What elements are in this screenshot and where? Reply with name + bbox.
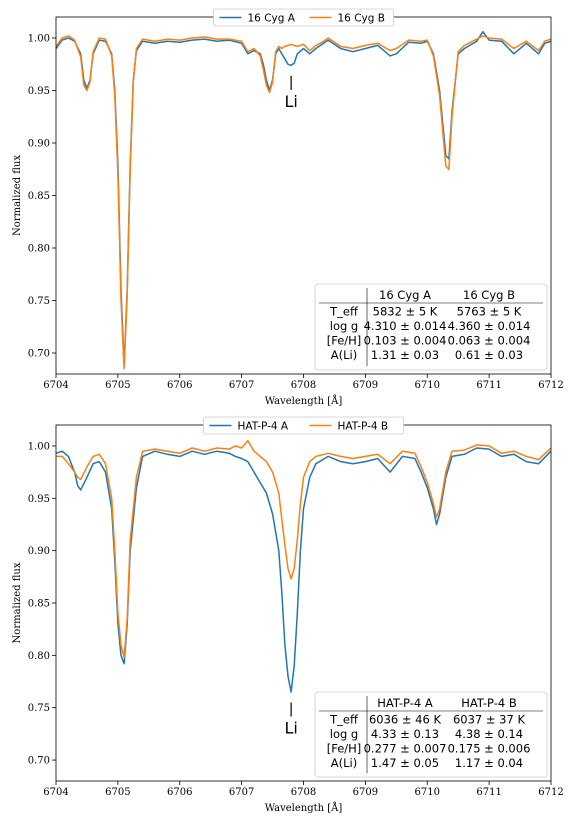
table-cell: 6037 ± 37 K: [453, 713, 526, 727]
parameter-table: HAT-P-4 A HAT-P-4 B T_eff 6036 ± 46 K 6037 ±…: [314, 691, 548, 778]
table-cell: 1.17 ± 0.04: [455, 756, 523, 770]
table-cell: log g: [330, 319, 359, 333]
legend-label-a: HAT-P-4 A: [238, 421, 289, 433]
table-cell: 4.310 ± 0.014: [364, 319, 447, 333]
y-tick-label: 1.00: [28, 441, 50, 452]
series-line-a: [56, 447, 551, 693]
x-tick-label: 6709: [353, 787, 378, 798]
x-tick-label: 6706: [167, 787, 192, 798]
table-box: [314, 283, 548, 371]
y-tick-label: 0.95: [28, 494, 50, 505]
y-tick-label: 1.00: [28, 34, 50, 45]
legend-label-a: 16 Cyg A: [248, 13, 296, 25]
table-cell: 5832 ± 5 K: [373, 305, 438, 319]
y-tick-label: 0.85: [28, 599, 50, 610]
legend-label-b: HAT-P-4 B: [338, 421, 389, 433]
table-cell: 6036 ± 46 K: [369, 713, 442, 727]
table-cell: 5763 ± 5 K: [457, 305, 522, 319]
table-header-a: HAT-P-4 A: [377, 696, 433, 710]
x-tick-label: 6705: [105, 380, 130, 391]
table-cell: 0.103 ± 0.004: [364, 334, 447, 348]
legend: HAT-P-4 A HAT-P-4 B: [203, 416, 404, 435]
table-cell: 1.31 ± 0.03: [371, 348, 439, 362]
table-cell: log g: [330, 727, 359, 741]
table-box: [314, 691, 548, 778]
y-tick-label: 0.95: [28, 86, 50, 97]
y-tick-label: 0.70: [28, 756, 50, 767]
table-cell: 4.33 ± 0.13: [371, 727, 439, 741]
y-tick-label: 0.80: [28, 651, 50, 662]
table-header-b: HAT-P-4 B: [461, 696, 517, 710]
y-axis-label: Normalized flux: [12, 562, 23, 643]
x-tick-label: 6704: [43, 380, 68, 391]
x-axis-label: Wavelength [Å]: [265, 802, 343, 814]
table-cell: 0.063 ± 0.004: [448, 334, 531, 348]
table-header-a: 16 Cyg A: [379, 288, 431, 302]
legend-label-b: 16 Cyg B: [338, 13, 385, 25]
y-tick-label: 0.80: [28, 244, 50, 255]
x-axis-label: Wavelength [Å]: [265, 395, 343, 407]
legend-box: [213, 8, 394, 27]
y-tick-label: 0.75: [28, 296, 50, 307]
table-cell: A(Li): [331, 348, 357, 362]
y-tick-label: 0.90: [28, 546, 50, 557]
x-tick-label: 6706: [167, 380, 192, 391]
table-cell: 0.175 ± 0.006: [448, 742, 531, 756]
x-tick-label: 6711: [476, 380, 501, 391]
legend: 16 Cyg A 16 Cyg B: [213, 8, 394, 27]
y-axis-label: Normalized flux: [12, 155, 23, 236]
x-tick-label: 6710: [415, 380, 440, 391]
table-cell: A(Li): [331, 756, 357, 770]
table-cell: [Fe/H]: [327, 334, 362, 348]
x-tick-label: 6709: [353, 380, 378, 391]
table-cell: 1.47 ± 0.05: [371, 756, 439, 770]
y-tick-label: 0.75: [28, 703, 50, 714]
x-tick-label: 6711: [476, 787, 501, 798]
series-line-b: [56, 35, 551, 370]
table-cell: T_eff: [329, 305, 359, 319]
x-tick-label: 6712: [538, 380, 563, 391]
y-tick-label: 0.90: [28, 139, 50, 150]
table-cell: 0.61 ± 0.03: [455, 348, 523, 362]
chart-panel-1: 6704 6705 6706 6707 6708 6709 6710 6711 6712 0.70…: [12, 8, 564, 407]
x-tick-label: 6704: [43, 787, 68, 798]
x-tick-label: 6710: [415, 787, 440, 798]
chart-panel-2: 6704 6705 6706 6707 6708 6709 6710 6711 6712 0.70…: [12, 416, 564, 814]
table-header-b: 16 Cyg B: [463, 288, 515, 302]
y-tick-label: 0.85: [28, 191, 50, 202]
table-cell: T_eff: [329, 713, 359, 727]
table-cell: 0.277 ± 0.007: [364, 742, 447, 756]
x-tick-label: 6707: [229, 787, 254, 798]
x-tick-label: 6712: [538, 787, 563, 798]
parameter-table: 16 Cyg A 16 Cyg B T_eff 5832 ± 5 K 5763 ± 5 …: [314, 283, 548, 371]
table-cell: 4.360 ± 0.014: [448, 319, 531, 333]
legend-box: [203, 416, 404, 435]
x-tick-label: 6705: [105, 787, 130, 798]
table-cell: 4.38 ± 0.14: [455, 727, 523, 741]
table-cell: [Fe/H]: [327, 742, 362, 756]
series-line-b: [56, 439, 551, 659]
x-tick-label: 6708: [291, 787, 316, 798]
x-tick-label: 6708: [291, 380, 316, 391]
li-annotation: Li: [284, 92, 297, 111]
li-annotation: Li: [284, 718, 297, 737]
y-tick-label: 0.70: [28, 349, 50, 360]
x-tick-label: 6707: [229, 380, 254, 391]
